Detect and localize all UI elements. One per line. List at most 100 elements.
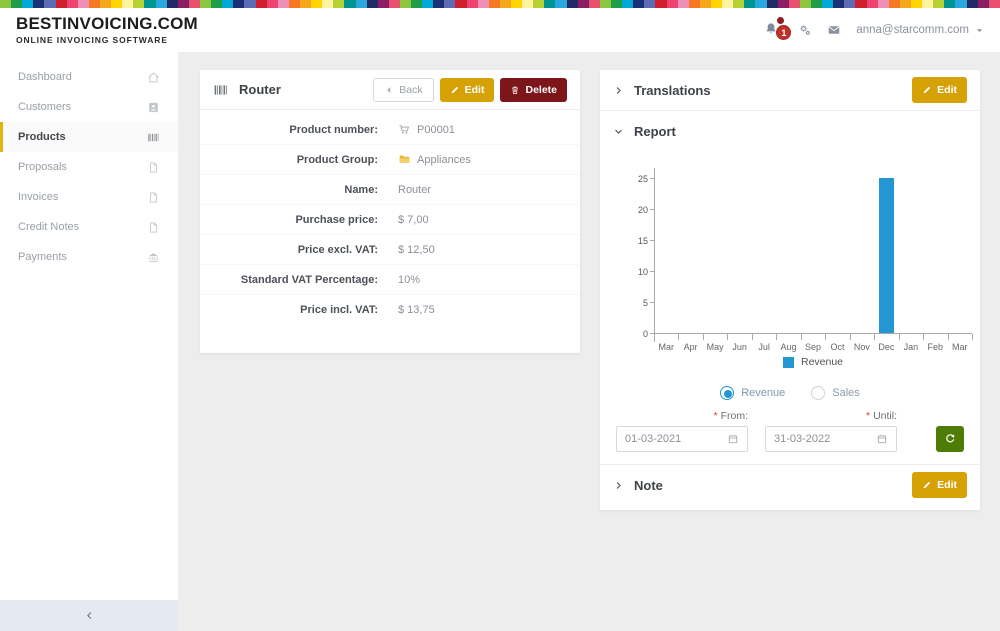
- until-label: * Until:: [865, 410, 897, 422]
- x-tick-mark: [947, 334, 949, 340]
- stripe-segment: [266, 0, 278, 8]
- x-tick-label: Sep: [804, 342, 821, 352]
- field-label: Purchase price:: [295, 213, 378, 226]
- stripe-segment: [855, 0, 867, 8]
- delete-product-button[interactable]: Delete: [500, 77, 567, 102]
- field-label: Standard VAT Percentage:: [240, 273, 378, 286]
- y-tick-mark: [650, 302, 654, 303]
- right-panel: Translations Edit Report 0 5 10 15 20 25 Mar Ap…: [600, 70, 980, 510]
- sidebar-item-payments[interactable]: Payments: [0, 242, 178, 272]
- field-value: $ 12,50: [398, 243, 435, 256]
- stripe-segment: [299, 0, 312, 8]
- sidebar-item-credit-notes[interactable]: Credit Notes: [0, 212, 178, 242]
- until-date-input[interactable]: [774, 433, 876, 445]
- edit-button-label: Edit: [937, 84, 957, 96]
- chevron-down-icon[interactable]: [613, 126, 624, 137]
- stripe-segment: [77, 0, 89, 8]
- logo: BESTINVOICING.COM ONLINE INVOICING SOFTW…: [16, 15, 198, 45]
- stripe-segment: [22, 0, 34, 8]
- stripe-segment: [588, 0, 600, 8]
- stripe-segment: [55, 0, 67, 8]
- pencil-icon: [923, 482, 931, 489]
- stripe-segment: [311, 0, 323, 8]
- translations-title: Translations: [634, 82, 711, 98]
- stripe-segment: [433, 0, 445, 8]
- pencil-icon: [451, 86, 458, 93]
- sidebar-collapse-button[interactable]: [0, 600, 178, 631]
- date-range-row: *From: *Until:: [616, 410, 964, 452]
- stripe-segment: [488, 0, 500, 8]
- field-value: $ 7,00: [398, 213, 429, 226]
- stripe-segment: [933, 0, 945, 8]
- notification-badge: 1: [776, 25, 792, 40]
- sidebar-item-dashboard[interactable]: Dashboard: [0, 62, 178, 92]
- report-body: 0 5 10 15 20 25 Mar Apr May Jun Jul Aug Sep Oct Nov Dec…: [600, 166, 980, 464]
- until-date-group: * Until:: [765, 410, 897, 452]
- file-pdf-icon: [150, 221, 157, 233]
- edit-note-button[interactable]: Edit: [912, 472, 967, 498]
- back-button-label: Back: [399, 83, 423, 96]
- from-date-input[interactable]: [625, 433, 727, 445]
- stripe-segment: [344, 0, 356, 8]
- field-value: $ 13,75: [398, 304, 435, 316]
- from-date-input-box: [616, 426, 748, 452]
- calendar-icon[interactable]: [727, 433, 739, 445]
- y-tick-label: 0: [642, 329, 648, 339]
- stripe-segment: [466, 0, 478, 8]
- edit-translations-button[interactable]: Edit: [912, 77, 967, 103]
- sidebar-item-customers[interactable]: Customers: [0, 92, 178, 122]
- sidebar: Dashboard Customers Products Proposals Invoi…: [0, 52, 178, 600]
- radio-sales[interactable]: Sales: [811, 386, 860, 400]
- radio-revenue[interactable]: Revenue: [720, 386, 785, 400]
- cogs-icon[interactable]: [798, 23, 812, 37]
- revenue-chart: 0 5 10 15 20 25 Mar Apr May Jun Jul Aug Sep Oct Nov Dec…: [616, 166, 973, 378]
- chart-plot: 0 5 10 15 20 25 Mar Apr May Jun Jul Aug Sep Oct Nov Dec…: [638, 168, 973, 352]
- edit-product-button[interactable]: Edit: [439, 77, 495, 102]
- stripe-segment: [455, 0, 467, 8]
- barcode-icon: [148, 133, 159, 141]
- header-actions: 1 anna@starcomm.com: [763, 17, 984, 40]
- stripe-segment: [966, 0, 978, 8]
- note-section-header: Note Edit: [600, 464, 980, 505]
- envelope-icon[interactable]: [827, 23, 841, 37]
- edit-button-label: Edit: [464, 83, 485, 96]
- stripe-segment: [477, 0, 489, 8]
- sidebar-item-label: Invoices: [18, 191, 59, 203]
- stripe-segment: [666, 0, 678, 8]
- notifications-button[interactable]: 1: [763, 17, 792, 40]
- metric-radio-group: Revenue Sales: [616, 386, 964, 400]
- chart-legend: Revenue: [654, 356, 972, 368]
- stripe-segment: [755, 0, 767, 8]
- stripe-segment: [66, 0, 78, 8]
- stripe-segment: [444, 0, 456, 8]
- field-value: Appliances: [398, 153, 471, 166]
- radio-label: Revenue: [741, 387, 786, 399]
- x-tick-label: Dec: [878, 342, 895, 352]
- field-row: Purchase price: $ 7,00: [200, 205, 580, 235]
- sidebar-item-invoices[interactable]: Invoices: [0, 182, 178, 212]
- stripe-segment: [633, 0, 645, 8]
- translations-section-header: Translations Edit: [600, 70, 980, 111]
- sidebar-item-products[interactable]: Products: [0, 122, 178, 152]
- radio-circle-icon: [811, 386, 826, 400]
- back-button[interactable]: Back: [373, 77, 434, 102]
- x-tick-mark: [849, 334, 851, 340]
- y-tick-mark: [650, 333, 654, 334]
- refresh-chart-button[interactable]: [936, 426, 964, 452]
- x-tick-label: Jul: [758, 342, 770, 352]
- field-row: Name: Router: [200, 175, 580, 205]
- sidebar-item-label: Credit Notes: [18, 221, 80, 233]
- from-label: * From:: [713, 410, 748, 422]
- stripe-segment: [99, 0, 112, 8]
- logo-title: BESTINVOICING.COM: [16, 14, 198, 34]
- user-menu[interactable]: anna@starcomm.com: [856, 24, 984, 36]
- stripe-segment: [88, 0, 100, 8]
- chevron-right-icon[interactable]: [613, 480, 624, 491]
- chevron-right-icon[interactable]: [613, 85, 624, 96]
- field-row: Standard VAT Percentage: 10%: [200, 265, 580, 295]
- product-panel-title: Router: [213, 82, 281, 98]
- x-tick-label: Jun: [732, 342, 747, 352]
- home-icon: [148, 72, 159, 82]
- calendar-icon[interactable]: [876, 433, 888, 445]
- sidebar-item-proposals[interactable]: Proposals: [0, 152, 178, 182]
